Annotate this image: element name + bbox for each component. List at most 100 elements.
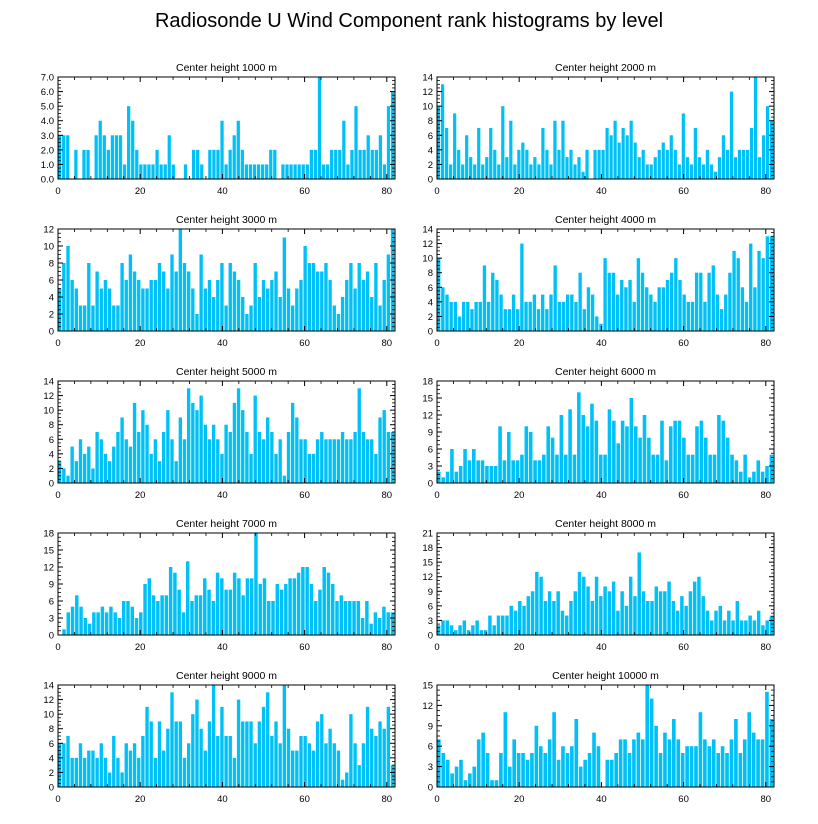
histogram-bar (641, 591, 646, 635)
histogram-bar (274, 271, 278, 331)
x-tick-label: 20 (514, 186, 525, 197)
histogram-bar (82, 453, 87, 483)
histogram-bar (441, 84, 445, 179)
histogram-bar (284, 584, 288, 635)
histogram-bar (655, 454, 660, 483)
histogram-bar (729, 739, 734, 787)
histogram-bar (557, 149, 561, 179)
y-tick-label: 4 (428, 297, 433, 308)
histogram-bar (476, 460, 480, 483)
y-tick-label: 0 (428, 327, 433, 338)
x-tick-label: 0 (434, 794, 439, 805)
histogram-bar (563, 454, 568, 483)
histogram-bar (382, 280, 386, 331)
histogram-bar (682, 437, 686, 483)
histogram-panel: Center height 8000 m 0 3 6 9 12 15 18 21 0 20 40 60 8… (422, 518, 775, 653)
histogram-bar (599, 596, 603, 635)
y-tick-label: 4 (428, 145, 433, 156)
histogram-bar (365, 601, 369, 635)
histogram-bar (757, 250, 761, 331)
histogram-bar (196, 149, 200, 179)
histogram-bar (220, 120, 224, 179)
histogram-bar (677, 164, 681, 179)
histogram-bar (568, 409, 572, 483)
histogram-bar (374, 736, 378, 787)
histogram-bar (473, 164, 477, 179)
histogram-bar (83, 618, 88, 635)
histogram-bar (597, 149, 601, 179)
histogram-bar (660, 420, 664, 483)
histogram-bar (338, 149, 342, 179)
histogram-bar (769, 615, 774, 635)
histogram-bar (117, 618, 122, 635)
histogram-bar (689, 164, 693, 179)
histogram-bar (303, 736, 307, 787)
x-tick-label: 20 (514, 338, 525, 349)
histogram-bar (228, 432, 232, 483)
y-tick-label: 6 (428, 131, 433, 142)
histogram-bar (203, 750, 207, 787)
histogram-bar (528, 432, 533, 483)
histogram-bar (216, 439, 220, 483)
histogram-bar (725, 437, 730, 483)
y-tick-label: 21 (422, 529, 433, 540)
histogram-bar (569, 149, 573, 179)
histogram-bar (518, 601, 522, 635)
x-tick-label: 60 (678, 338, 689, 349)
panel-title: Center height 1000 m (176, 62, 277, 74)
histogram-bar (253, 743, 257, 787)
histogram-bar (474, 301, 478, 331)
histogram-bar (649, 164, 653, 179)
histogram-bar (301, 567, 305, 635)
histogram-bar (271, 601, 275, 635)
histogram-bar (738, 471, 743, 483)
histogram-bar (216, 280, 220, 331)
histogram-bar (441, 753, 446, 787)
histogram-bar (87, 623, 92, 635)
histogram-bar (715, 294, 720, 331)
y-tick-label: 4 (49, 753, 54, 764)
histogram-bar (748, 615, 752, 635)
histogram-bar (373, 612, 378, 635)
histogram-panel: Center height 3000 m 0 2 4 6 8 10 12 0 20 40 60 80 (43, 214, 396, 349)
histogram-bar (581, 171, 585, 179)
histogram-bar (488, 615, 492, 635)
x-tick-label: 20 (135, 338, 146, 349)
histogram-bar (207, 280, 212, 331)
y-tick-label: 3 (428, 616, 433, 627)
x-tick-label: 40 (217, 338, 228, 349)
y-tick-label: 6 (49, 597, 54, 608)
histogram-bar (609, 135, 613, 179)
histogram-bar (107, 288, 112, 331)
histogram-bar (673, 420, 677, 483)
histogram-bar (236, 699, 241, 787)
histogram-bar (241, 721, 245, 787)
histogram-bar (673, 149, 677, 179)
histogram-bar (286, 432, 291, 483)
histogram-bar (95, 271, 99, 331)
histogram-bar (625, 135, 629, 179)
histogram-bar (454, 766, 459, 787)
histogram-bar (556, 591, 560, 635)
histogram-bar (211, 297, 216, 331)
y-tick-label: 15 (43, 546, 54, 557)
histogram-bar (153, 280, 158, 331)
histogram-bar (533, 460, 537, 483)
histogram-bar (555, 454, 559, 483)
histogram-bar (449, 301, 453, 331)
histogram-bar (645, 287, 649, 331)
histogram-panel: Center height 5000 m 0 2 4 6 8 10 12 14 0 20 40 60 80 (43, 366, 396, 501)
histogram-bar (328, 728, 332, 787)
histogram-bar (318, 589, 322, 635)
histogram-bar (153, 757, 158, 787)
histogram-bar (553, 120, 557, 179)
histogram-bar (274, 721, 278, 787)
histogram-bar (220, 453, 224, 483)
histogram-bar (593, 149, 597, 179)
histogram-bar (534, 725, 539, 787)
x-tick-label: 40 (217, 186, 228, 197)
histogram-bar (326, 572, 331, 635)
histogram-bar (237, 578, 241, 635)
histogram-bar (573, 591, 577, 635)
panel-title: Center height 10000 m (552, 670, 659, 682)
